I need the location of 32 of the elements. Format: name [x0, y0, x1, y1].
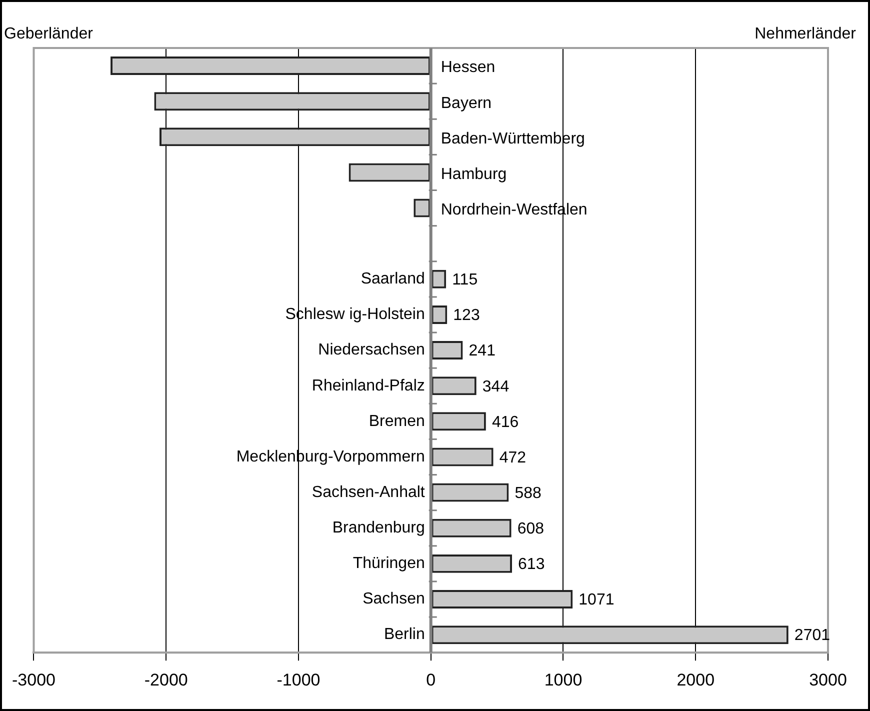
x-tick-label: -3000 — [12, 670, 56, 690]
x-tick-label: 1000 — [544, 670, 582, 690]
x-tick-label: -1000 — [276, 670, 320, 690]
data-label: 613 — [518, 556, 545, 574]
y-tick-label: Hamburg — [440, 166, 507, 183]
text: Geberländer — [4, 25, 94, 42]
data-label: 416 — [492, 414, 519, 431]
data-label: 608 — [517, 520, 544, 538]
data-label: 344 — [482, 378, 510, 396]
y-tick-label: Brandenburg — [332, 520, 425, 537]
y-tick-label: Bremen — [368, 412, 425, 430]
data-label: 123 — [453, 307, 480, 324]
y-tick-label: Niedersachsen — [318, 342, 425, 359]
y-tick-label: Bayern — [440, 94, 492, 112]
y-tick-label: Thüringen — [352, 555, 425, 572]
y-tick-label: Saarland — [360, 270, 425, 288]
y-tick-label: Hessen — [440, 59, 496, 76]
y-tick-label: Berlin — [384, 626, 425, 644]
x-tick-label: -2000 — [144, 670, 188, 690]
data-label: 588 — [514, 484, 542, 502]
x-tick-label: 2000 — [676, 670, 715, 690]
x-tick-label: 3000 — [809, 670, 847, 690]
y-tick-label: Rheinland-Pfalz — [312, 377, 425, 394]
text: Nehmerländer — [754, 25, 857, 42]
y-tick-label: Sachsen — [362, 590, 425, 608]
data-label: 1071 — [578, 592, 614, 609]
y-tick-label: Sachsen-Anhalt — [312, 484, 426, 501]
data-label: 241 — [468, 342, 496, 360]
data-label: 2701 — [794, 627, 830, 644]
data-label: 472 — [499, 449, 526, 466]
x-tick-label: 0 — [426, 670, 436, 690]
data-label: 115 — [452, 272, 478, 289]
